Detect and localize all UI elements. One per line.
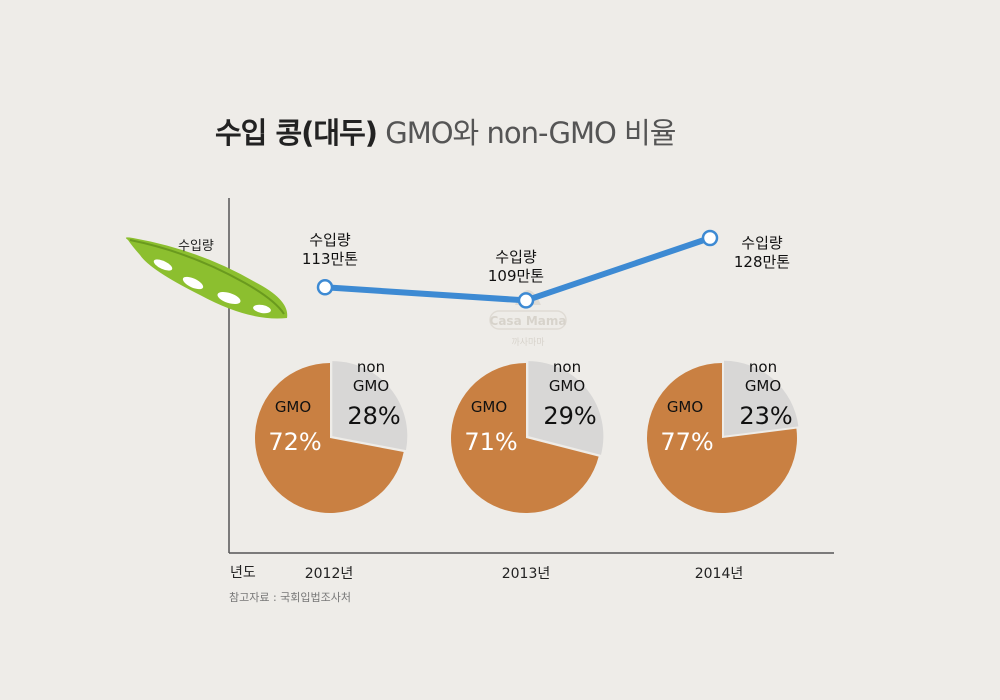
gmo-label: GMO [275,398,311,416]
non-gmo-label-line1: non [553,358,581,376]
gmo-slice [451,363,599,514]
non-gmo-slice [723,360,799,436]
gmo-label: GMO [471,398,507,416]
non-gmo-percent: 23% [739,402,792,430]
source-note: 참고자료 : 국회입법조사처 [229,591,351,604]
gmo-percent: 71% [464,428,517,456]
non-gmo-slice [332,361,408,451]
volume-label-title: 수입량 [309,231,351,249]
gmo-label: GMO [667,398,703,416]
x-tick-label: 2012년 [305,566,354,582]
non-gmo-label-line2: GMO [353,377,389,395]
volume-label-value: 113만톤 [302,250,358,268]
volume-point [517,292,535,309]
watermark-brand: Casa Mama [490,314,567,328]
non-gmo-label-line1: non [357,358,385,376]
gmo-slice [255,363,404,514]
chart-title-main: 수입 콩(대두) [215,116,378,150]
volume-label-title: 수입량 [495,248,537,266]
y-axis-label: 수입량 [178,239,214,254]
gmo-percent: 77% [660,428,713,456]
watermark-sub: 까사마마 [511,337,545,348]
volume-label-value: 128만톤 [734,253,790,271]
x-tick-label: 2014년 [695,566,744,582]
x-tick-label: 2013년 [502,566,551,582]
non-gmo-label-line2: GMO [745,377,781,395]
pea-pod-illustration [125,237,288,319]
non-gmo-label-line2: GMO [549,377,585,395]
non-gmo-percent: 28% [347,402,400,430]
non-gmo-label-line1: non [749,358,777,376]
non-gmo-slice [528,361,604,455]
chart-title: 수입 콩(대두) GMO와 non-GMO 비율 [215,110,676,152]
gmo-percent: 72% [268,428,321,456]
x-axis-label: 년도 [230,565,256,581]
chart-title-rest: GMO와 non-GMO 비율 [377,116,676,150]
volume-label-title: 수입량 [741,234,783,252]
gmo-slice [647,362,797,513]
volume-point [701,229,719,247]
volume-label-value: 109만톤 [488,267,544,285]
non-gmo-percent: 29% [543,402,596,430]
volume-point [316,279,334,296]
